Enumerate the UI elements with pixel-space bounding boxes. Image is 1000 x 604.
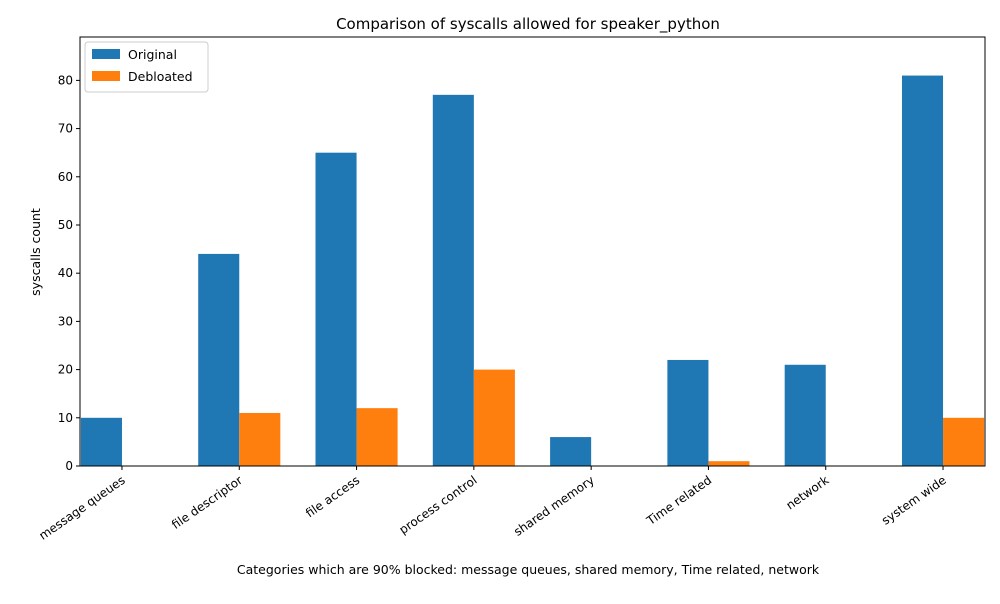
y-tick-label: 0 bbox=[65, 459, 73, 473]
x-tick-label: message queues bbox=[36, 473, 127, 543]
bar-original-shared-memory bbox=[550, 437, 592, 466]
bar-original-file-descriptor bbox=[198, 253, 240, 466]
x-tick-label: Time related bbox=[643, 473, 714, 528]
x-tick-label: file descriptor bbox=[169, 473, 245, 532]
y-tick-label: 10 bbox=[58, 411, 73, 425]
y-axis-label: syscalls count bbox=[28, 208, 43, 296]
x-axis-label: Categories which are 90% blocked: messag… bbox=[237, 562, 820, 577]
legend-label-original: Original bbox=[128, 47, 177, 62]
plot-frame bbox=[79, 36, 986, 467]
bar-original-file-access bbox=[315, 152, 357, 466]
bar-original-network bbox=[784, 364, 826, 466]
legend: Original Debloated bbox=[84, 41, 209, 93]
bar-original-message-queues bbox=[80, 417, 122, 466]
x-tick-label: system wide bbox=[879, 473, 949, 528]
chart-title: Comparison of syscalls allowed for speak… bbox=[336, 15, 720, 34]
y-tick-label: 40 bbox=[58, 266, 73, 280]
x-tick-label: network bbox=[784, 473, 832, 512]
bar-debloated-process-control bbox=[473, 369, 515, 466]
axes-layer: 0 10 20 30 40 50 60 70 80 message queues file desc… bbox=[36, 36, 986, 543]
y-tick-label: 60 bbox=[58, 170, 73, 184]
bars-layer bbox=[80, 75, 985, 466]
y-tick-label: 30 bbox=[58, 314, 73, 328]
y-tick-label: 50 bbox=[58, 218, 73, 232]
bar-debloated-system-wide bbox=[943, 417, 985, 466]
y-tick-label: 70 bbox=[58, 122, 73, 136]
x-tick-label: process control bbox=[397, 473, 480, 537]
legend-label-debloated: Debloated bbox=[128, 69, 193, 84]
legend-swatch-original bbox=[92, 49, 120, 59]
y-tick-label: 80 bbox=[58, 73, 73, 87]
x-tick-label: shared memory bbox=[511, 473, 597, 539]
bar-debloated-file-descriptor bbox=[239, 412, 281, 466]
bar-original-process-control bbox=[432, 94, 474, 466]
y-tick-label: 20 bbox=[58, 363, 73, 377]
bar-original-system-wide bbox=[901, 75, 944, 466]
legend-swatch-debloated bbox=[92, 71, 120, 81]
bar-debloated-time-related bbox=[708, 461, 750, 466]
x-tick-label: file access bbox=[303, 473, 362, 520]
bar-debloated-file-access bbox=[356, 408, 398, 466]
bar-original-time-related bbox=[667, 359, 709, 466]
